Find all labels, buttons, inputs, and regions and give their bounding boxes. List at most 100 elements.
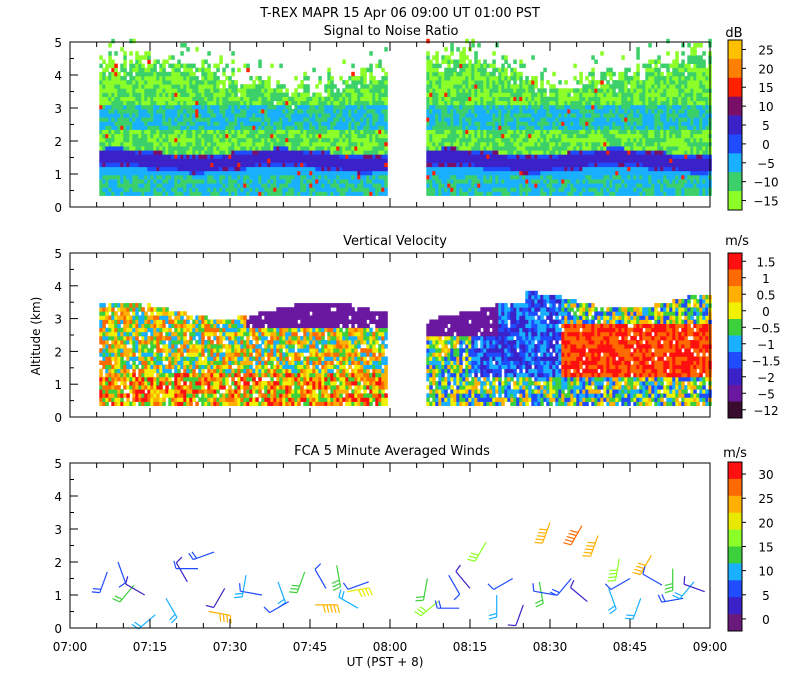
- snr-cell: [120, 76, 124, 81]
- snr-cell: [165, 166, 169, 172]
- snr-cell: [318, 133, 322, 139]
- snr-cell: [327, 129, 331, 135]
- snr-cell: [459, 80, 463, 85]
- snr-cell: [201, 174, 205, 180]
- snr-cell: [366, 84, 370, 89]
- snr-cell: [441, 179, 445, 184]
- snr-cell: [576, 92, 580, 97]
- snr-cell: [171, 174, 175, 180]
- snr-cell: [207, 113, 211, 118]
- snr-cell: [303, 183, 307, 188]
- snr-cell: [291, 117, 295, 122]
- snr-cell: [363, 183, 367, 188]
- snr-cell: [162, 141, 166, 147]
- snr-cell: [123, 162, 127, 168]
- snr-cell: [204, 71, 208, 77]
- snr-cell: [216, 191, 220, 196]
- snr-cell: [237, 191, 241, 196]
- snr-cell: [597, 113, 601, 118]
- snr-cell: [327, 67, 331, 73]
- snr-cell: [99, 187, 103, 192]
- snr-cell: [603, 183, 607, 188]
- snr-cell: [312, 154, 316, 159]
- snr-cell: [129, 96, 133, 102]
- snr-cell: [216, 80, 220, 85]
- snr-cell: [426, 137, 430, 143]
- snr-cell: [567, 150, 571, 155]
- snr-cell: [471, 67, 475, 73]
- snr-cell: [444, 59, 448, 64]
- snr-cell: [324, 100, 328, 106]
- snr-cell: [180, 141, 184, 147]
- snr-cell: [441, 146, 445, 151]
- snr-cell: [237, 158, 241, 163]
- snr-cell: [99, 191, 103, 196]
- snr-cell: [612, 92, 616, 97]
- snr-cell: [354, 150, 358, 155]
- snr-cell: [384, 121, 388, 126]
- snr-cell: [285, 104, 289, 110]
- snr-cell: [471, 71, 475, 77]
- snr-cell: [372, 158, 376, 163]
- snr-cell: [147, 158, 151, 163]
- snr-cell: [615, 92, 619, 97]
- snr-cell: [579, 80, 583, 85]
- snr-cell: [444, 88, 448, 93]
- snr-cell: [384, 183, 388, 188]
- snr-cell: [579, 121, 583, 126]
- snr-cell: [444, 158, 448, 163]
- snr-cell: [264, 158, 268, 163]
- snr-cell: [567, 100, 571, 106]
- snr-cell: [582, 100, 586, 106]
- snr-cell: [306, 76, 310, 81]
- snr-cell: [618, 158, 622, 163]
- snr-cell: [144, 76, 148, 81]
- snr-cell: [363, 117, 367, 122]
- snr-cell: [99, 96, 103, 102]
- snr-cell: [621, 80, 625, 85]
- snr-cell: [198, 183, 202, 188]
- snr-cell: [162, 158, 166, 163]
- snr-cell: [426, 80, 430, 85]
- snr-cell: [603, 88, 607, 93]
- snr-cell: [525, 174, 529, 180]
- snr-cell: [117, 117, 121, 122]
- snr-cell: [201, 179, 205, 184]
- snr-cell: [303, 150, 307, 155]
- snr-cell: [624, 133, 628, 139]
- snr-cell: [357, 117, 361, 122]
- snr-cell: [495, 183, 499, 188]
- snr-cell: [282, 174, 286, 180]
- snr-cell: [513, 162, 517, 168]
- snr-cell: [291, 109, 295, 114]
- snr-cell: [162, 170, 166, 176]
- snr-cell: [435, 92, 439, 97]
- snr-cell: [183, 133, 187, 139]
- snr-cell: [324, 162, 328, 168]
- snr-cell: [315, 154, 319, 159]
- snr-cell: [216, 183, 220, 188]
- snr-cell: [105, 104, 109, 110]
- snr-cell: [162, 92, 166, 97]
- snr-cell: [504, 129, 508, 135]
- snr-cell: [351, 121, 355, 126]
- snr-cell: [360, 96, 364, 102]
- snr-cell: [447, 76, 451, 81]
- snr-cell: [252, 129, 256, 135]
- snr-cell: [441, 150, 445, 155]
- snr-cell: [459, 191, 463, 196]
- snr-cell: [258, 133, 262, 139]
- snr-cell: [111, 133, 115, 139]
- snr-cell: [135, 191, 139, 196]
- snr-cell: [243, 129, 247, 135]
- snr-cell: [546, 137, 550, 143]
- snr-cell: [192, 92, 196, 97]
- snr-cell: [204, 146, 208, 151]
- snr-cell: [378, 109, 382, 114]
- snr-cell: [216, 63, 220, 69]
- snr-cell: [177, 80, 181, 85]
- snr-cell: [102, 150, 106, 155]
- snr-cell: [255, 174, 259, 180]
- snr-cell: [531, 174, 535, 180]
- snr-cell: [474, 141, 478, 147]
